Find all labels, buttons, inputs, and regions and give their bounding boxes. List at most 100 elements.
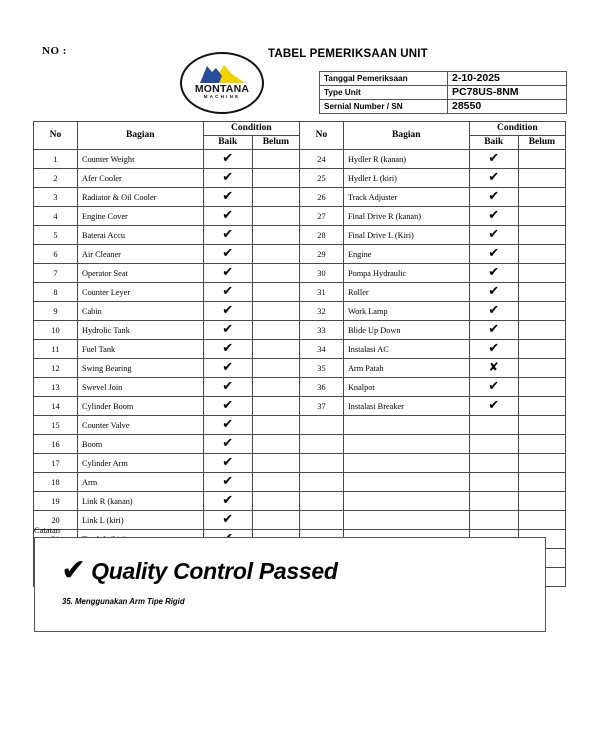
cell-belum-right[interactable]: [517, 282, 567, 302]
cell-baik-right[interactable]: [468, 434, 519, 454]
cell-part-left: Hydrolic Tank: [76, 320, 204, 340]
cell-part-left: Radiator & Oil Cooler: [76, 187, 204, 207]
cell-belum-right[interactable]: [517, 377, 567, 397]
cell-baik-left[interactable]: ✔: [202, 472, 253, 492]
cell-baik-right[interactable]: ✔: [468, 320, 519, 340]
cell-baik-left[interactable]: ✔: [202, 282, 253, 302]
cell-belum-left[interactable]: [251, 434, 300, 454]
col-header-no-left: No: [33, 121, 78, 150]
cell-belum-left[interactable]: [251, 168, 300, 188]
cell-belum-right[interactable]: [517, 396, 567, 416]
cell-baik-right[interactable]: ✔: [468, 244, 519, 264]
cell-baik-right[interactable]: ✔: [468, 187, 519, 207]
cell-belum-right[interactable]: [517, 149, 567, 169]
cell-belum-right[interactable]: [517, 339, 567, 359]
cell-baik-right[interactable]: ✔: [468, 168, 519, 188]
cell-baik-right[interactable]: ✔: [468, 339, 519, 359]
cell-baik-right[interactable]: ✔: [468, 377, 519, 397]
cell-part-right: Hydler L (kiri): [342, 168, 470, 188]
cell-baik-left[interactable]: ✔: [202, 396, 253, 416]
cell-baik-right[interactable]: ✘: [468, 358, 519, 378]
cell-belum-right[interactable]: [517, 206, 567, 226]
cell-baik-right[interactable]: ✔: [468, 149, 519, 169]
cell-belum-left[interactable]: [251, 301, 300, 321]
cell-baik-left[interactable]: ✔: [202, 320, 253, 340]
col-header-part-right: Bagian: [342, 121, 470, 150]
cell-baik-right[interactable]: ✔: [468, 282, 519, 302]
cell-baik-right[interactable]: ✔: [468, 263, 519, 283]
cell-belum-left[interactable]: [251, 187, 300, 207]
cell-baik-left[interactable]: ✔: [202, 415, 253, 435]
col-header-no-right: No: [298, 121, 344, 150]
cell-baik-right[interactable]: ✔: [468, 396, 519, 416]
cell-belum-left[interactable]: [251, 149, 300, 169]
cell-part-right: Work Lamp: [342, 301, 470, 321]
check-icon: ✔: [222, 474, 234, 489]
cell-belum-left[interactable]: [251, 263, 300, 283]
cell-belum-left[interactable]: [251, 225, 300, 245]
cell-belum-right[interactable]: [517, 225, 567, 245]
cell-baik-left[interactable]: ✔: [202, 453, 253, 473]
cell-baik-left[interactable]: ✔: [202, 339, 253, 359]
cell-belum-right[interactable]: [517, 320, 567, 340]
cell-part-left: Operator Seat: [76, 263, 204, 283]
check-icon: ✔: [222, 512, 234, 527]
cell-baik-left[interactable]: ✔: [202, 206, 253, 226]
cell-baik-right[interactable]: [468, 415, 519, 435]
cell-belum-right[interactable]: [517, 244, 567, 264]
cell-baik-left[interactable]: ✔: [202, 377, 253, 397]
cell-baik-left[interactable]: ✔: [202, 301, 253, 321]
cell-baik-left[interactable]: ✔: [202, 168, 253, 188]
cell-belum-right[interactable]: [517, 510, 567, 530]
check-icon: ✔: [222, 227, 234, 242]
cell-belum-right[interactable]: [517, 415, 567, 435]
cell-baik-left[interactable]: ✔: [202, 225, 253, 245]
cell-baik-left[interactable]: ✔: [202, 491, 253, 511]
cell-belum-right[interactable]: [517, 453, 567, 473]
cell-baik-right[interactable]: ✔: [468, 301, 519, 321]
cell-belum-right[interactable]: [517, 434, 567, 454]
cell-belum-left[interactable]: [251, 244, 300, 264]
cell-belum-left[interactable]: [251, 491, 300, 511]
cell-belum-left[interactable]: [251, 415, 300, 435]
cell-part-left: Counter Weight: [76, 149, 204, 169]
col-header-belum-right: Belum: [517, 135, 567, 150]
cell-baik-left[interactable]: ✔: [202, 434, 253, 454]
cell-baik-left[interactable]: ✔: [202, 263, 253, 283]
cell-part-right: Instalasi AC: [342, 339, 470, 359]
cell-no-right: 27: [298, 206, 344, 226]
table-row: Tanggal Pemeriksaan 2-10-2025: [319, 71, 567, 86]
cell-belum-right[interactable]: [517, 168, 567, 188]
cell-baik-left[interactable]: ✔: [202, 187, 253, 207]
cell-no-right: 32: [298, 301, 344, 321]
cell-belum-left[interactable]: [251, 206, 300, 226]
cell-belum-right[interactable]: [517, 491, 567, 511]
cell-belum-left[interactable]: [251, 396, 300, 416]
cell-belum-left[interactable]: [251, 510, 300, 530]
cell-baik-right[interactable]: [468, 491, 519, 511]
cell-baik-left[interactable]: ✔: [202, 510, 253, 530]
cell-baik-right[interactable]: [468, 453, 519, 473]
cell-belum-right[interactable]: [517, 187, 567, 207]
cell-baik-left[interactable]: ✔: [202, 244, 253, 264]
cell-baik-left[interactable]: ✔: [202, 149, 253, 169]
cell-belum-left[interactable]: [251, 453, 300, 473]
cell-baik-right[interactable]: [468, 510, 519, 530]
cell-belum-right[interactable]: [517, 358, 567, 378]
cell-belum-left[interactable]: [251, 472, 300, 492]
cell-belum-left[interactable]: [251, 377, 300, 397]
cell-belum-right[interactable]: [517, 263, 567, 283]
inspection-table-head: No Bagian Condition No Bagian Condition …: [33, 121, 567, 150]
cell-no-right: [298, 510, 344, 530]
cell-belum-right[interactable]: [517, 301, 567, 321]
cell-baik-left[interactable]: ✔: [202, 358, 253, 378]
cell-belum-left[interactable]: [251, 339, 300, 359]
cell-baik-right[interactable]: ✔: [468, 206, 519, 226]
cell-belum-left[interactable]: [251, 320, 300, 340]
cell-belum-left[interactable]: [251, 358, 300, 378]
cell-belum-left[interactable]: [251, 282, 300, 302]
cell-belum-right[interactable]: [517, 472, 567, 492]
table-row: 12 Swing Bearing ✔ 35 Arm Patah ✘: [33, 358, 567, 378]
cell-baik-right[interactable]: ✔: [468, 225, 519, 245]
cell-baik-right[interactable]: [468, 472, 519, 492]
